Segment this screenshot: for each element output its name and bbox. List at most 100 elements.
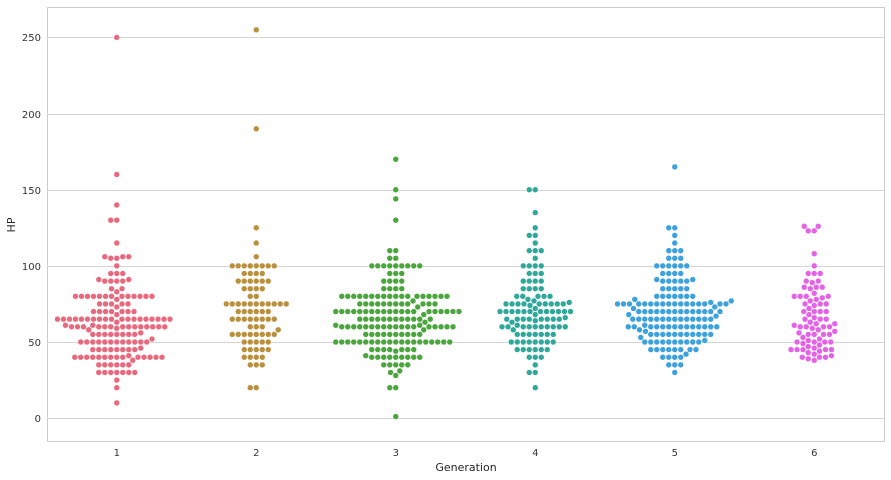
data-point <box>356 308 363 315</box>
data-point <box>89 346 96 353</box>
data-point <box>626 300 633 308</box>
data-point <box>148 316 156 323</box>
data-point <box>247 262 254 269</box>
data-point <box>241 346 248 353</box>
data-point <box>440 338 447 346</box>
data-point <box>410 316 417 323</box>
data-point <box>362 352 369 359</box>
data-point <box>62 322 69 329</box>
data-point <box>419 293 427 300</box>
data-point <box>659 300 666 308</box>
data-point <box>665 323 672 330</box>
y-tick-label: 200 <box>22 110 41 121</box>
data-point <box>689 293 696 300</box>
data-point <box>823 300 830 308</box>
data-point <box>392 255 399 262</box>
data-point <box>831 320 838 327</box>
data-point <box>265 300 272 308</box>
data-point <box>514 331 521 338</box>
data-point <box>124 300 132 308</box>
data-point <box>96 308 103 315</box>
data-point <box>665 270 672 277</box>
data-point <box>125 253 132 260</box>
data-point <box>229 262 236 269</box>
data-point <box>543 308 550 315</box>
data-point <box>350 338 357 346</box>
data-point <box>820 331 827 338</box>
data-point <box>817 270 824 277</box>
data-point <box>653 308 660 315</box>
data-point <box>566 299 573 306</box>
data-point <box>671 300 678 308</box>
swarm-generation-2 <box>223 26 290 391</box>
data-point <box>259 354 266 361</box>
data-point <box>653 262 660 269</box>
data-point <box>143 323 150 330</box>
data-point <box>689 331 696 338</box>
data-point <box>374 308 381 315</box>
data-point <box>235 331 242 338</box>
data-point <box>519 293 526 300</box>
data-point <box>149 323 156 330</box>
data-point <box>811 227 818 234</box>
data-point <box>253 285 260 292</box>
data-point <box>136 316 144 323</box>
data-point <box>396 367 403 375</box>
data-point <box>362 293 369 300</box>
data-point <box>108 316 115 323</box>
data-point <box>819 294 826 301</box>
data-point <box>514 300 522 308</box>
data-point <box>368 293 375 300</box>
data-point <box>95 361 102 368</box>
data-point <box>253 224 260 231</box>
data-point <box>532 278 539 285</box>
data-point <box>817 316 824 323</box>
data-point <box>386 323 393 330</box>
data-point <box>119 323 126 330</box>
data-point <box>514 308 522 315</box>
data-point <box>113 369 120 376</box>
data-point <box>265 308 272 315</box>
data-point <box>532 311 539 318</box>
x-tick-label: 5 <box>672 448 678 459</box>
data-point <box>90 308 97 315</box>
data-point <box>671 224 678 231</box>
data-point <box>567 308 574 315</box>
data-point <box>386 384 393 391</box>
data-point <box>701 308 708 315</box>
data-point <box>677 346 684 353</box>
data-point <box>107 338 114 346</box>
data-point <box>387 369 394 376</box>
data-point <box>398 338 405 346</box>
data-point <box>398 278 405 285</box>
data-point <box>356 338 363 346</box>
data-point <box>368 323 375 330</box>
y-tick-labels: 0 50 100 150 200 250 <box>22 33 41 425</box>
data-point <box>799 346 807 353</box>
data-point <box>683 262 690 269</box>
data-point <box>362 323 369 330</box>
data-point <box>410 262 417 269</box>
data-point <box>514 322 521 329</box>
data-point <box>410 308 417 315</box>
data-point <box>659 308 666 315</box>
data-point <box>641 316 648 323</box>
data-point <box>241 278 248 285</box>
data-point <box>253 316 260 323</box>
data-point <box>443 308 451 315</box>
data-point <box>374 346 381 353</box>
data-point <box>538 323 545 330</box>
data-point <box>542 300 549 308</box>
data-point <box>102 316 109 323</box>
data-point <box>799 354 806 361</box>
data-point <box>83 354 90 361</box>
data-point <box>125 323 132 330</box>
data-point <box>811 270 818 277</box>
data-point <box>805 349 812 356</box>
data-point <box>625 311 632 318</box>
data-point <box>520 300 528 308</box>
data-point <box>683 285 690 292</box>
data-point <box>701 337 708 344</box>
data-point <box>728 297 735 305</box>
data-point <box>235 300 242 308</box>
